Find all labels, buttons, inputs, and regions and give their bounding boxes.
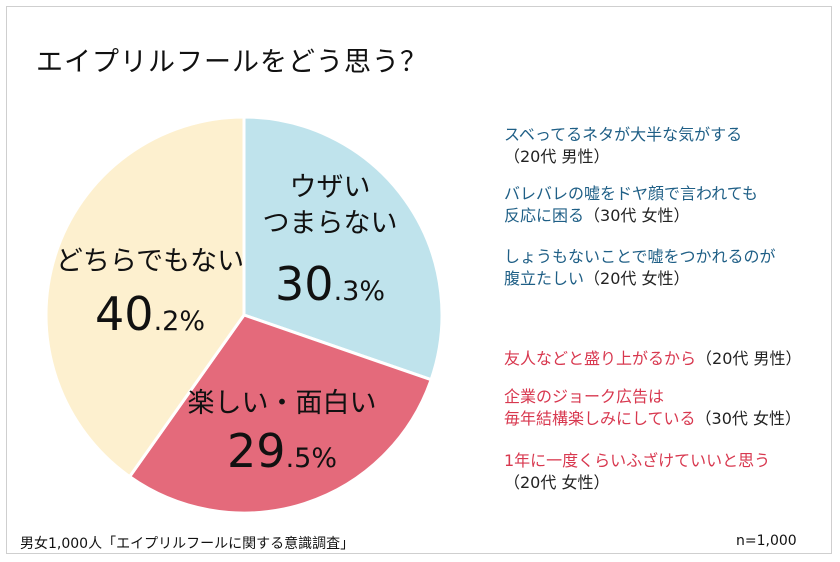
comment-quote-line: 毎年結構楽しみにしている: [504, 409, 696, 428]
slice-label: ウザい: [290, 172, 371, 203]
slice-label: どちらでもない: [56, 246, 244, 277]
sample-size: n=1,000: [736, 533, 797, 549]
comment-respondent: （20代 女性）: [584, 269, 690, 288]
comment-positive-2: 企業のジョーク広告は 毎年結構楽しみにしている（30代 女性）: [504, 386, 801, 430]
comment-negative-2: バレバレの嘘をドヤ顔で言われても 反応に困る（30代 女性）: [504, 183, 758, 227]
comment-quote-line: しょうもないことで嘘をつかれるのが: [504, 247, 776, 266]
slice-label: つまらない: [263, 208, 398, 239]
comment-positive-3: 1年に一度くらいふざけていいと思う （20代 女性）: [504, 450, 770, 494]
comment-quote: スベってるネタが大半な気がする: [504, 125, 743, 144]
slice-value-label: 29.5%: [227, 424, 337, 478]
comment-negative-3: しょうもないことで嘘をつかれるのが 腹立たしい（20代 女性）: [504, 246, 776, 290]
survey-source: 男女1,000人「エイプリルフールに関する意識調査」: [20, 536, 355, 552]
pie-slice: [242, 115, 444, 382]
slice-value-label: 40.2%: [95, 287, 205, 341]
slice-value-label: 30.3%: [275, 257, 385, 311]
comment-positive-1: 友人などと盛り上がるから（20代 男性）: [504, 348, 801, 370]
pie-slice: [44, 115, 246, 479]
comment-respondent: （30代 女性）: [695, 409, 801, 428]
comment-respondent: （20代 男性）: [696, 349, 802, 368]
comment-quote: 友人などと盛り上がるから: [504, 349, 697, 368]
comment-quote-line: 企業のジョーク広告は: [504, 387, 665, 406]
comment-respondent: （20代 男性）: [504, 147, 610, 166]
slice-label: 楽しい・面白い: [188, 388, 377, 419]
comment-quote-line: 反応に困る: [504, 206, 585, 225]
comment-quote-line: 腹立たしい: [504, 269, 585, 288]
comment-respondent: （30代 女性）: [584, 206, 690, 225]
chart-title: エイプリルフールをどう思う？: [36, 47, 428, 78]
comment-negative-1: スベってるネタが大半な気がする （20代 男性）: [504, 124, 742, 168]
chart-frame: [6, 6, 832, 554]
comment-quote-line: バレバレの嘘をドヤ顔で言われても: [504, 184, 758, 203]
comment-respondent: （20代 女性）: [504, 473, 610, 492]
pie-slice: [127, 313, 434, 515]
comment-quote: 1年に一度くらいふざけていいと思う: [504, 451, 771, 470]
